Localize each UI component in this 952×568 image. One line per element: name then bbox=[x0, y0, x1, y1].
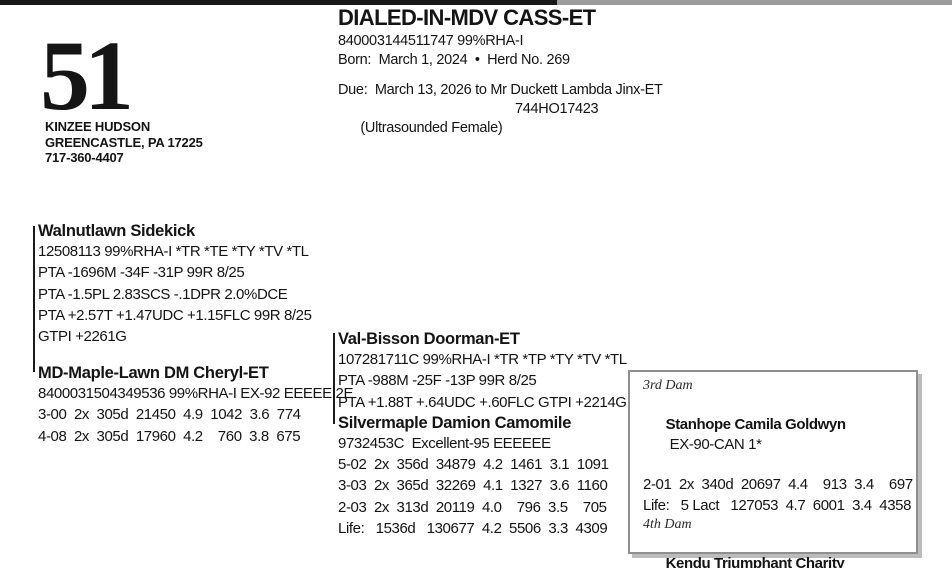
sire-line: PTA -1.5PL 2.83SCS -.1DPR 2.0%DCE bbox=[38, 285, 288, 303]
second-dam-line: 9732453C Excellent-95 EEEEEE bbox=[338, 434, 551, 452]
top-rule-dark bbox=[0, 0, 557, 5]
pedigree-bracket-left bbox=[33, 226, 35, 372]
second-dam-record-row: 3-03 2x 365d 32269 4.1 1327 3.6 1160 bbox=[338, 477, 608, 495]
second-dam-name: Silvermaple Damion Camomile bbox=[338, 413, 572, 432]
dam-pedigree-block: MD-Maple-Lawn DM Cheryl-ET 8400031504349… bbox=[38, 363, 353, 447]
dam-sire-line: PTA +1.88T +.64UDC +.60FLC GTPI +2214G bbox=[338, 393, 627, 411]
dam-line: 8400031504349536 99%RHA-I EX-92 EEEEE 2E bbox=[38, 385, 354, 402]
dam-sire-line: 107281711C 99%RHA-I *TR *TP *TY *TV *TL bbox=[338, 351, 627, 368]
sire-line: PTA -1696M -34F -31P 99R 8/25 bbox=[38, 264, 245, 282]
dam-record-row: 4-08 2x 305d 17960 4.2 760 3.8 675 bbox=[38, 427, 301, 445]
due-line: Due: March 13, 2026 to Mr Duckett Lambda… bbox=[338, 82, 663, 98]
third-dam-record-row: Life: 5 Lact 127053 4.7 6001 3.4 4358 bbox=[643, 496, 912, 514]
fourth-dam-name-row: Kendu Triumphant Charity EX-93 EEEE-CAN … bbox=[643, 534, 916, 568]
dam-name: MD-Maple-Lawn DM Cheryl-ET bbox=[38, 364, 269, 382]
animal-header: DIALED-IN-MDV CASS-ET 840003144511747 99… bbox=[338, 5, 663, 136]
sire-name: Walnutlawn Sidekick bbox=[38, 222, 195, 240]
animal-id-line: 840003144511747 99%RHA-I bbox=[338, 33, 524, 49]
second-dam-record-row: 5-02 2x 356d 34879 4.2 1461 3.1 1091 bbox=[338, 456, 609, 474]
sire-line: PTA +2.57T +1.47UDC +1.15FLC 99R 8/25 bbox=[38, 306, 312, 324]
lot-number: 51 bbox=[40, 20, 134, 131]
third-dam-name-row: Stanhope Camila Goldwyn EX-90-CAN 1* bbox=[643, 395, 916, 475]
consignor-name: KINZEE HUDSON bbox=[45, 119, 151, 134]
born-line: Born: March 1, 2024 • Herd No. 269 bbox=[338, 52, 570, 68]
sire-pedigree-block: Walnutlawn Sidekick 12508113 99%RHA-I *T… bbox=[38, 221, 312, 347]
third-dam-record-row: 2-01 2x 340d 20697 4.4 913 3.4 697 bbox=[643, 476, 913, 493]
ultrasound-row: (Ultrasounded Female) 744HO17423 bbox=[338, 100, 663, 136]
extended-dam-box: 3rd Dam Stanhope Camila Goldwyn EX-90-CA… bbox=[628, 370, 918, 568]
consignor-phone: 717-360-4407 bbox=[45, 150, 124, 165]
maternal-pedigree-block: Val-Bisson Doorman-ET 107281711C 99%RHA-… bbox=[338, 329, 627, 539]
pedigree-bracket-center bbox=[333, 333, 335, 424]
second-dam-record-row: Life: 1536d 130677 4.2 5506 3.3 4309 bbox=[338, 520, 608, 538]
top-rule-gray bbox=[557, 0, 952, 5]
fourth-dam-name: Kendu Triumphant Charity bbox=[665, 555, 845, 568]
dam-record-row: 3-00 2x 305d 21450 4.9 1042 3.6 774 bbox=[38, 406, 301, 424]
consignor-city: GREENCASTLE, PA 17225 bbox=[45, 134, 203, 150]
third-dam-label: 3rd Dam bbox=[643, 378, 693, 393]
fourth-dam-label: 4th Dam bbox=[643, 517, 692, 532]
ultrasound-label: (Ultrasounded Female) bbox=[360, 120, 503, 136]
second-dam-record-row: 2-03 2x 313d 20119 4.0 796 3.5 705 bbox=[338, 498, 607, 516]
consignor-block: KINZEE HUDSON GREENCASTLE, PA 17225 717-… bbox=[45, 119, 203, 166]
sire-line: 12508113 99%RHA-I *TR *TE *TY *TV *TL bbox=[38, 243, 309, 260]
service-sire-code: 744HO17423 bbox=[515, 101, 599, 117]
sire-line: GTPI +2261G bbox=[38, 328, 127, 346]
third-dam-score: EX-90-CAN 1* bbox=[669, 436, 762, 453]
third-dam-name: Stanhope Camila Goldwyn bbox=[665, 416, 846, 433]
dam-sire-line: PTA -988M -25F -13P 99R 8/25 bbox=[338, 372, 537, 390]
dam-sire-name: Val-Bisson Doorman-ET bbox=[338, 330, 520, 348]
animal-name-title: DIALED-IN-MDV CASS-ET bbox=[338, 5, 596, 30]
